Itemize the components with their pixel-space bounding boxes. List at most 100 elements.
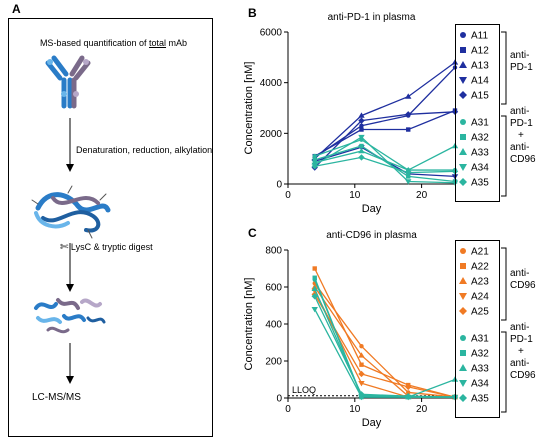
point-A24: [358, 381, 365, 387]
legend-marker-A25: [459, 307, 467, 315]
peptides-icon: [34, 298, 106, 334]
legend-label-A11: A11: [471, 31, 488, 42]
point-A32: [406, 174, 411, 179]
y-tick-label: 600: [265, 283, 282, 294]
chart-anti-cd96: anti-CD96 in plasma 0 200 400 600 800 0 10 20 Day…: [243, 230, 459, 429]
y-axis-label: Concentration [nM]: [243, 62, 255, 155]
y-axis-label: Concentration [nM]: [243, 278, 255, 371]
legend-b-group1: anti- PD-1: [510, 50, 533, 74]
title-underlined: total: [149, 38, 167, 48]
legend-marker-A32: [460, 134, 466, 140]
legend-label-A34: A34: [471, 163, 489, 174]
series-line-A15: [314, 111, 456, 168]
legend-b-group2: anti- PD-1 + anti- CD96: [510, 106, 536, 166]
point-A35: [311, 163, 318, 170]
point-A11: [359, 123, 364, 128]
series-line-A34: [314, 136, 456, 184]
denatured-protein-icon: [31, 185, 111, 239]
group-label-line: PD-1: [510, 62, 533, 73]
point-A12: [406, 127, 411, 132]
x-tick-label: 10: [349, 404, 361, 415]
legend-label-A23: A23: [471, 277, 489, 288]
step-digest: ✄ LysC & tryptic digest: [60, 242, 153, 253]
point-A13: [358, 112, 365, 118]
group-label-line: anti-: [510, 50, 530, 61]
step-digest-label: LysC & tryptic digest: [70, 242, 153, 252]
legend-marker-A12: [460, 47, 466, 53]
point-A34: [358, 394, 365, 401]
series-line-A31: [314, 138, 455, 171]
series-line-A34: [314, 308, 455, 398]
point-A15: [405, 111, 412, 118]
group-label-line: CD96: [510, 154, 536, 165]
x-tick-label: 0: [285, 404, 291, 415]
panel-a-title: MS-based quantification of total mAb: [16, 38, 211, 48]
series-line-A35: [314, 156, 456, 174]
point-A34: [358, 134, 365, 141]
legend-marker-A31: [460, 335, 466, 341]
point-A33: [311, 285, 318, 292]
group-label-line: CD96: [510, 280, 536, 291]
point-A23: [358, 352, 365, 358]
point-A35: [358, 391, 365, 398]
y-tick-label: 0: [276, 180, 282, 191]
legend-marker-A23: [459, 277, 467, 284]
x-tick-label: 0: [285, 190, 291, 201]
chart-title: anti-PD-1 in plasma: [328, 12, 416, 23]
point-A22: [359, 362, 364, 367]
panel-b-letter: B: [248, 6, 257, 20]
x-axis-label: Day: [362, 417, 382, 429]
point-A21: [359, 344, 364, 349]
legend-c-group1: anti- CD96: [510, 268, 536, 292]
point-A34: [405, 179, 412, 185]
point-A25: [405, 383, 412, 391]
legend-marker-A15: [459, 91, 467, 99]
y-tick-label: 2000: [260, 129, 283, 140]
legend-marker-A32: [460, 350, 466, 356]
point-A32: [312, 275, 317, 280]
legend-marker-A33: [459, 148, 467, 155]
point-A21: [406, 390, 411, 395]
panel-a-box: [8, 18, 213, 437]
x-tick-label: 20: [416, 190, 428, 201]
legend-marker-A21: [460, 248, 466, 254]
legend-label-A15: A15: [471, 91, 489, 102]
point-A34: [311, 307, 318, 313]
chart-anti-pd1: anti-PD-1 in plasma 0 2000 4000 6000 0 10 20 Day…: [243, 12, 459, 215]
legend-label-A32: A32: [471, 133, 489, 144]
legend-c-box: [455, 240, 500, 418]
step-lcms: LC-MS/MS: [32, 392, 81, 403]
legend-b: A11 A12 A13 A14 A15 A31 A32 A33 A34 A35: [459, 31, 489, 189]
y-tick-label: 4000: [260, 78, 283, 89]
series-line-A33: [314, 288, 456, 398]
title-prefix: MS-based quantification of: [39, 38, 150, 48]
legend-label-A31: A31: [471, 334, 489, 345]
panel-a-letter: A: [12, 2, 21, 16]
legend-marker-A14: [459, 77, 467, 84]
legend-marker-A31: [460, 119, 466, 125]
y-tick-label: 0: [276, 394, 282, 405]
series-line-A13: [314, 61, 456, 160]
group-label-line: CD96: [510, 370, 536, 381]
scissors-icon: ✄: [60, 242, 69, 253]
group-label-line: anti-: [510, 106, 530, 117]
legend-label-A12: A12: [471, 46, 489, 57]
point-A31: [312, 153, 317, 159]
series-line-A24: [314, 290, 455, 398]
legend-label-A14: A14: [471, 76, 489, 87]
group-label-line: anti-: [510, 268, 530, 279]
group-label-line: PD-1: [510, 334, 533, 345]
series-line-A11: [314, 67, 456, 158]
y-tick-label: 400: [265, 320, 282, 331]
point-A33: [358, 147, 365, 154]
point-A12: [359, 127, 364, 132]
legend-marker-A35: [459, 394, 467, 402]
legend-marker-A11: [460, 32, 466, 38]
legend-label-A13: A13: [471, 61, 489, 72]
x-axis-label: Day: [362, 203, 382, 215]
group-label-line: anti-: [510, 142, 530, 153]
point-A35: [358, 154, 365, 161]
legend-label-A33: A33: [471, 148, 489, 159]
series-line-A12: [314, 109, 456, 157]
legend-label-A35: A35: [471, 178, 489, 189]
